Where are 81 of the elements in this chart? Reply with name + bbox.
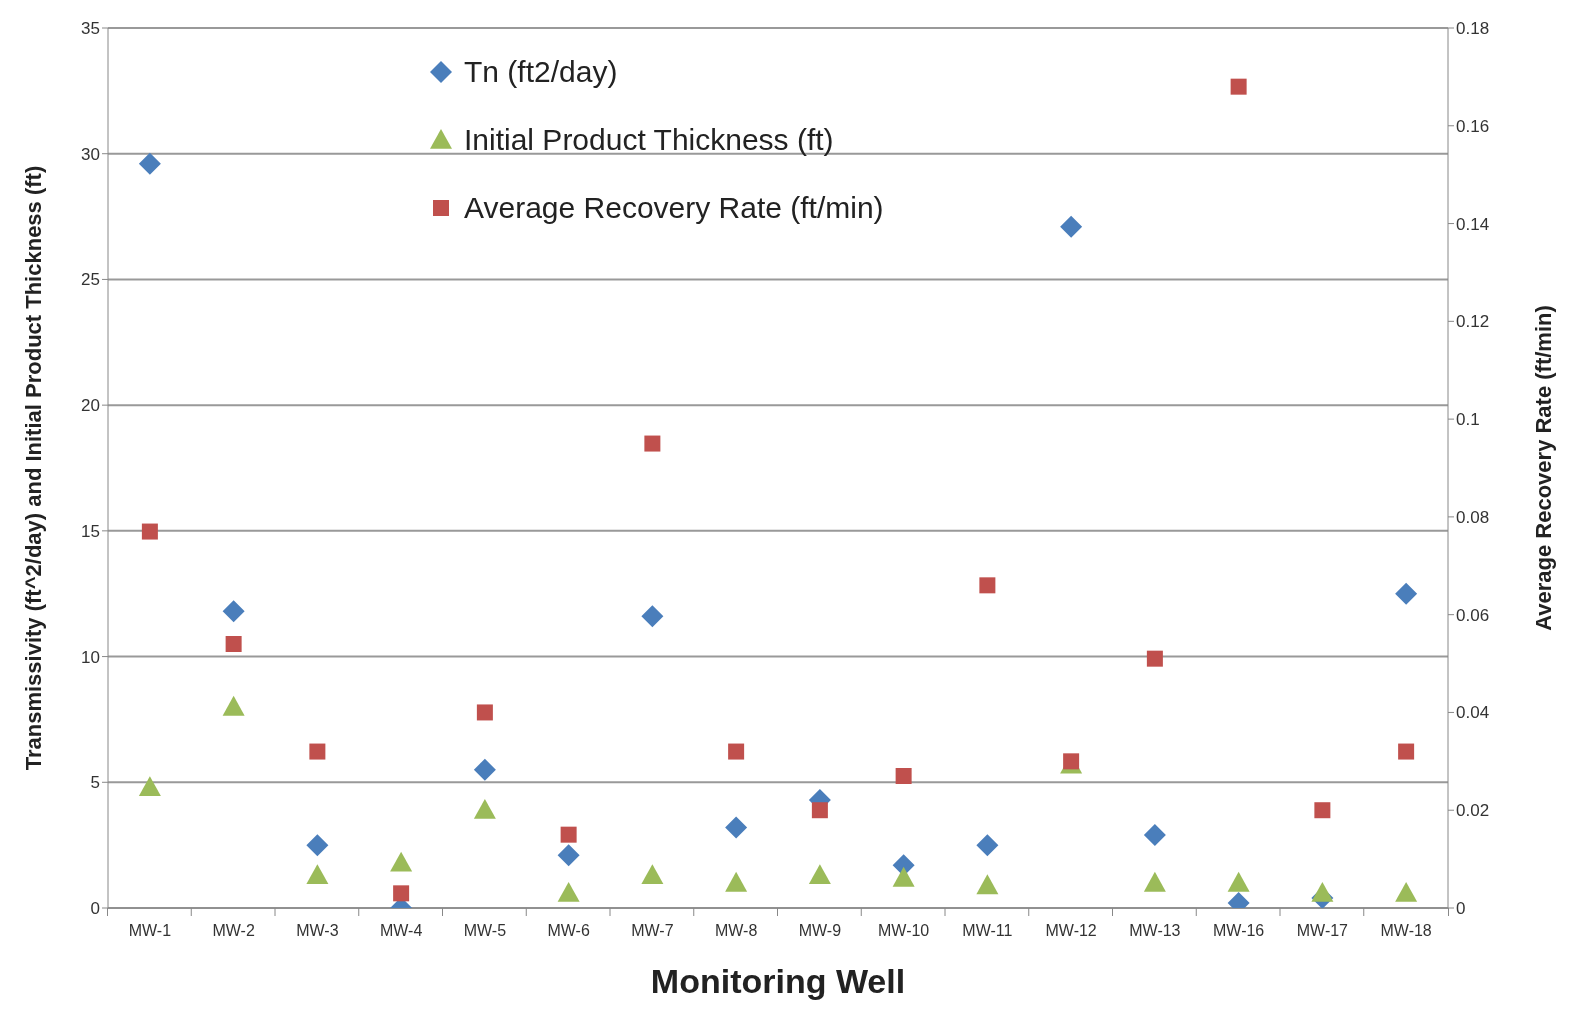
y-tick-label: 0 — [90, 899, 100, 919]
y-tick-label: 35 — [81, 19, 100, 39]
y2-tick-label: 0.06 — [1456, 605, 1490, 625]
x-tick-label: MW-8 — [714, 922, 758, 939]
point — [560, 826, 577, 843]
point — [222, 600, 245, 623]
point — [138, 152, 161, 175]
point — [393, 885, 410, 902]
point — [808, 864, 831, 885]
y-tick-label: 25 — [81, 270, 100, 290]
point — [222, 695, 245, 716]
point — [895, 768, 912, 784]
point — [644, 435, 661, 452]
point — [811, 802, 828, 819]
x-tick-label: MW-9 — [798, 922, 842, 939]
x-tick-label: MW-10 — [877, 922, 930, 939]
x-tick-label: MW-12 — [1045, 922, 1097, 939]
y-axis-title: Transmissivity (ft^2/day) and Initial Product Thickness (ft) — [20, 165, 46, 771]
point — [225, 636, 242, 652]
x-tick-label: MW-17 — [1296, 922, 1349, 939]
y2-tick-label: 0.18 — [1456, 19, 1490, 39]
y-tick-label: 15 — [81, 521, 100, 541]
x-tick-label: MW-11 — [962, 922, 1013, 939]
y-tick-label: 5 — [90, 773, 100, 793]
y2-tick-label: 0.02 — [1456, 801, 1490, 821]
point — [390, 851, 413, 872]
legend-label: Average Recovery Rate (ft/min) — [464, 191, 884, 225]
point — [306, 834, 329, 857]
point — [976, 874, 999, 895]
y2-axis-title: Average Recovery Rate (ft/min) — [1530, 305, 1556, 631]
point — [725, 816, 748, 839]
point — [138, 776, 161, 797]
point — [1146, 650, 1163, 667]
point — [473, 758, 496, 781]
y2-tick-label: 0.08 — [1456, 507, 1490, 527]
point — [892, 866, 915, 887]
y-tick-label: 30 — [81, 144, 100, 164]
y2-tick-label: 0 — [1456, 899, 1466, 919]
x-tick-label: MW-6 — [547, 922, 590, 939]
point — [1395, 881, 1418, 902]
point — [473, 798, 496, 819]
point — [1060, 215, 1083, 238]
point — [641, 864, 664, 885]
point — [141, 523, 158, 540]
point — [1143, 871, 1166, 892]
y-tick-label: 10 — [81, 647, 100, 667]
x-tick-label: MW-18 — [1380, 922, 1432, 939]
x-tick-label: MW-7 — [631, 922, 674, 939]
x-tick-label: MW-5 — [463, 922, 507, 939]
y2-tick-label: 0.14 — [1456, 214, 1490, 234]
y-tick-label: 20 — [81, 396, 100, 416]
y2-tick-label: 0.12 — [1456, 312, 1490, 332]
x-tick-label: MW-13 — [1129, 922, 1181, 939]
point — [476, 704, 493, 721]
point — [728, 743, 745, 760]
legend-label: Tn (ft2/day) — [464, 55, 618, 89]
point — [1314, 802, 1331, 819]
legend-label: Initial Product Thickness (ft) — [464, 123, 834, 157]
x-tick-label: MW-1 — [128, 922, 172, 939]
x-tick-label: MW-3 — [296, 922, 339, 939]
y2-tick-label: 0.1 — [1456, 410, 1480, 430]
point — [557, 881, 580, 902]
point — [1227, 871, 1250, 892]
point — [979, 577, 996, 594]
point — [1230, 78, 1247, 95]
x-axis-title: Monitoring Well — [650, 962, 906, 1000]
point — [1398, 743, 1415, 760]
point — [557, 844, 580, 867]
point — [309, 743, 326, 760]
y2-tick-label: 0.04 — [1456, 703, 1490, 723]
point — [725, 871, 748, 892]
y2-tick-label: 0.16 — [1456, 116, 1490, 136]
x-tick-label: MW-16 — [1212, 922, 1265, 939]
x-tick-label: MW-2 — [212, 922, 255, 939]
point — [306, 864, 329, 885]
point — [1395, 582, 1418, 605]
point — [1311, 881, 1334, 902]
x-tick-label: MW-4 — [379, 922, 423, 939]
point — [976, 834, 999, 857]
point — [641, 605, 664, 628]
point — [1143, 824, 1166, 847]
